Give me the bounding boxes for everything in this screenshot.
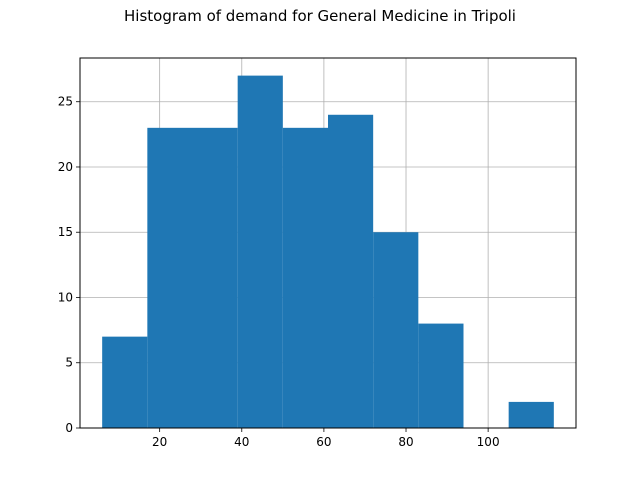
histogram-bars — [102, 75, 554, 428]
histogram-bar — [418, 323, 464, 428]
y-tick-label: 5 — [65, 356, 73, 370]
x-tick-label: 20 — [152, 435, 167, 449]
histogram-bar — [508, 401, 554, 428]
y-axis-ticks: 0 5 10 15 20 25 — [58, 95, 80, 435]
chart-title: Histogram of demand for General Medicine… — [124, 7, 516, 25]
x-tick-label: 60 — [316, 435, 331, 449]
y-tick-label: 0 — [65, 421, 73, 435]
x-tick-label: 80 — [398, 435, 413, 449]
y-tick-label: 15 — [58, 225, 73, 239]
histogram-bar — [147, 127, 193, 428]
histogram-bar — [237, 75, 283, 428]
histogram-bar — [328, 114, 374, 428]
y-tick-label: 25 — [58, 95, 73, 109]
histogram-bar — [282, 127, 328, 428]
y-tick-label: 10 — [58, 290, 73, 304]
x-tick-label: 40 — [234, 435, 249, 449]
x-axis-ticks: 20 40 60 80 100 — [152, 428, 500, 449]
histogram-bar — [102, 336, 148, 428]
histogram-bar — [192, 127, 238, 428]
y-tick-label: 20 — [58, 160, 73, 174]
x-tick-label: 100 — [477, 435, 500, 449]
axes-frame — [79, 57, 577, 429]
histogram-bar — [373, 232, 419, 428]
